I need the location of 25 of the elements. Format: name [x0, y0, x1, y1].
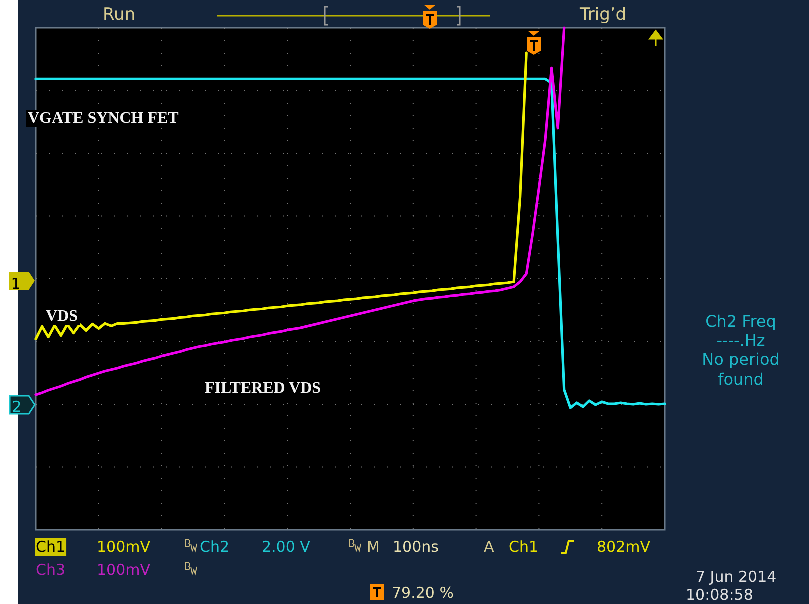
series-label: VDS: [46, 308, 78, 325]
text: M: [367, 538, 380, 556]
text: A: [484, 538, 495, 556]
text: 2: [12, 398, 22, 416]
text: ----.Hz: [716, 331, 766, 350]
text: Ch3: [36, 561, 66, 579]
text: 10:08:58: [686, 586, 754, 604]
text: 1: [11, 275, 21, 293]
series-label: VGATE SYNCH FET: [28, 110, 180, 127]
text: Trig’d: [579, 5, 627, 25]
text: FILTERED VDS: [205, 380, 322, 397]
text: 100ns: [393, 538, 440, 556]
text: 802mV: [597, 538, 652, 556]
text: 100mV: [97, 561, 152, 579]
text: No period: [702, 350, 780, 369]
text: Run: [103, 5, 136, 25]
text: 7 Jun 2014: [696, 568, 777, 586]
text: 79.20 %: [392, 584, 454, 602]
text: Ch2: [200, 538, 230, 556]
text: Ch1: [36, 538, 66, 556]
text: Ch1: [509, 538, 539, 556]
text: Ch2 Freq: [706, 312, 776, 331]
text: 2.00 V: [262, 538, 312, 556]
text: 100mV: [97, 538, 152, 556]
text: found: [718, 370, 764, 389]
